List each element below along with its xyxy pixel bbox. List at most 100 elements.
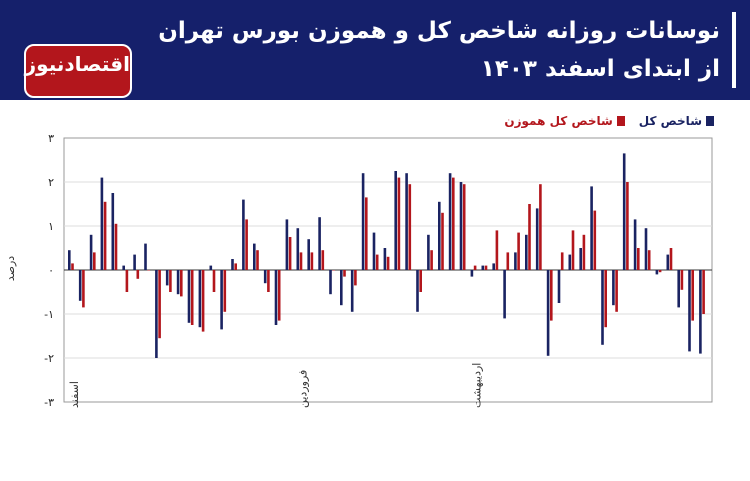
legend-label-equal: شاخص کل هموزن (504, 114, 613, 128)
bar-main (525, 234, 528, 270)
brand-logo: اقتصادنیوز (24, 44, 132, 98)
bar-equal (408, 184, 412, 270)
legend-swatch-main (706, 116, 714, 126)
bar-equal (343, 270, 346, 277)
bar-equal (484, 265, 488, 270)
bar-main (318, 217, 321, 270)
bar-main (448, 173, 452, 270)
bar-equal (386, 256, 390, 270)
bar-equal (114, 223, 118, 270)
bar-equal (517, 232, 520, 270)
bar-equal (495, 230, 499, 270)
bar-main (209, 265, 213, 270)
bar-equal (615, 270, 618, 312)
bar-main (263, 270, 267, 284)
bar-equal (658, 270, 662, 273)
bar-equal (147, 270, 150, 271)
bar-equal (201, 270, 205, 332)
bar-equal (680, 270, 684, 290)
bar-main (89, 234, 93, 270)
bar-main (285, 219, 289, 270)
bar-equal (82, 270, 85, 308)
y-tick-label: ۲ (48, 176, 54, 189)
bar-main (579, 248, 582, 270)
bar-equal (430, 250, 433, 270)
bar-equal (593, 210, 597, 270)
bar-equal (332, 270, 335, 271)
bar-equal (550, 270, 553, 321)
bar-main (503, 270, 506, 319)
brand-logo-text: اقتصادنیوز (24, 52, 130, 76)
bar-main (242, 199, 245, 270)
bar-main (394, 171, 397, 270)
bar-equal (506, 252, 510, 270)
bar-equal (212, 270, 216, 292)
bar-main (296, 228, 300, 270)
bar-equal (473, 265, 477, 270)
bar-main (416, 270, 419, 312)
bar-main (612, 270, 615, 306)
bar-main (459, 182, 463, 270)
bar-equal (299, 252, 303, 270)
bar-main (133, 254, 136, 270)
y-tick-label: ۳ (48, 132, 54, 145)
bar-main (220, 270, 223, 330)
bar-main (155, 270, 158, 358)
bar-equal (375, 254, 379, 270)
bar-main (274, 270, 278, 325)
bar-main (405, 173, 408, 270)
bar-equal (560, 252, 564, 270)
bar-equal (103, 201, 107, 270)
chart-title-line-1: نوسانات روزانه شاخص کل و هموزن بورس تهرا… (158, 18, 720, 44)
bar-main (590, 186, 593, 270)
bar-equal (245, 219, 248, 270)
bar-main (383, 248, 387, 270)
bar-equal (702, 270, 705, 314)
bar-main (427, 234, 430, 270)
bar-main (111, 193, 115, 270)
bar-main (438, 201, 441, 270)
bar-main (622, 153, 626, 270)
bar-equal (180, 270, 183, 297)
bar-equal (93, 252, 96, 270)
bar-equal (125, 270, 129, 292)
bar-equal (441, 212, 444, 270)
bar-main (187, 270, 191, 323)
bar-equal (528, 204, 531, 270)
bar-equal (582, 234, 586, 270)
y-tick-label: -۱ (44, 308, 54, 321)
legend-swatch-equal (616, 116, 625, 126)
bar-main (481, 265, 485, 270)
bar-equal (419, 270, 422, 292)
bar-main (699, 270, 702, 354)
bar-main (231, 259, 234, 270)
bar-main (568, 254, 572, 270)
y-tick-label: -۲ (44, 352, 54, 365)
bar-equal (354, 270, 357, 286)
bar-main (68, 250, 71, 270)
bar-main (470, 270, 474, 277)
bar-main (176, 270, 180, 295)
bar-main (198, 270, 202, 328)
bar-equal (136, 270, 140, 279)
bar-main (688, 270, 691, 352)
bar-main (677, 270, 680, 308)
x-month-label: اردیبهشت (471, 363, 484, 408)
bar-main (78, 270, 82, 301)
bar-main (514, 252, 517, 270)
legend-item-main: شاخص کل (639, 114, 714, 128)
bar-equal (267, 270, 270, 292)
chart-legend: شاخص کل شاخص کل هموزن (504, 114, 714, 128)
bar-equal (288, 237, 292, 270)
bar-equal (321, 250, 325, 270)
bar-main (644, 228, 648, 270)
bar-main (557, 270, 561, 303)
header-banner: نوسانات روزانه شاخص کل و هموزن بورس تهرا… (0, 0, 750, 114)
bar-equal (691, 270, 694, 321)
bar-equal (158, 270, 161, 339)
bar-main (655, 270, 659, 275)
bar-equal (190, 270, 194, 325)
title-accent-bar (732, 12, 736, 88)
bar-equal (626, 182, 629, 270)
x-month-label: اسفند (68, 381, 81, 408)
